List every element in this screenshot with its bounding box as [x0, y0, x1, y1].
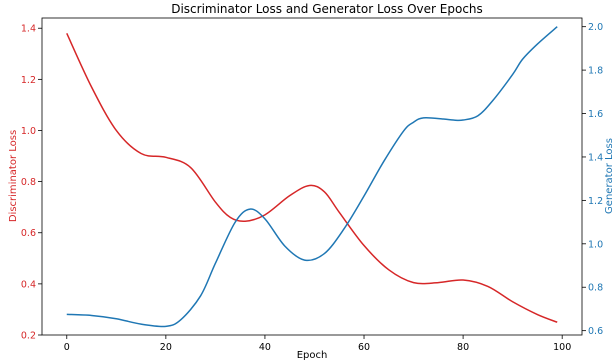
x-tick-label: 100: [553, 342, 571, 353]
y-right-tick-label: 1.4: [588, 152, 603, 163]
x-axis: 0 20 40 60 80 100: [64, 335, 571, 353]
y-left-tick-label: 1.0: [21, 126, 36, 137]
x-axis-label: Epoch: [297, 350, 328, 361]
y-right-tick-label: 2.0: [588, 22, 603, 33]
y-left-tick-label: 0.8: [21, 177, 36, 188]
x-tick-label: 80: [457, 342, 469, 353]
discriminator-loss-line: [66, 33, 558, 323]
x-tick-label: 60: [358, 342, 370, 353]
y-axis-left-label: Discriminator Loss: [8, 130, 19, 222]
y-left-tick-label: 0.6: [21, 228, 36, 239]
y-axis-right-label: Generator Loss: [604, 138, 615, 214]
y-left-tick-label: 1.2: [21, 75, 36, 86]
generator-loss-line: [66, 26, 558, 328]
y-right-tick-label: 1.6: [588, 109, 603, 120]
y-axis-right: 0.6 0.8 1.0 1.2 1.4 1.6 1.8 2.0: [582, 22, 603, 337]
x-tick-label: 20: [160, 342, 172, 353]
y-right-tick-label: 1.0: [588, 239, 603, 250]
x-tick-label: 40: [259, 342, 271, 353]
y-right-tick-label: 1.8: [588, 66, 603, 77]
y-axis-left: 0.2 0.4 0.6 0.8 1.0 1.2 1.4: [21, 24, 42, 342]
x-tick-label: 0: [64, 342, 70, 353]
plot-frame: [41, 17, 583, 336]
y-left-tick-label: 0.2: [21, 331, 36, 342]
series-layer: [66, 26, 558, 328]
y-left-tick-label: 0.4: [21, 279, 36, 290]
chart-title: Discriminator Loss and Generator Loss Ov…: [171, 2, 483, 16]
y-right-tick-label: 1.2: [588, 196, 603, 207]
y-left-tick-label: 1.4: [21, 24, 36, 35]
y-right-tick-label: 0.8: [588, 283, 603, 294]
y-right-tick-label: 0.6: [588, 326, 603, 337]
